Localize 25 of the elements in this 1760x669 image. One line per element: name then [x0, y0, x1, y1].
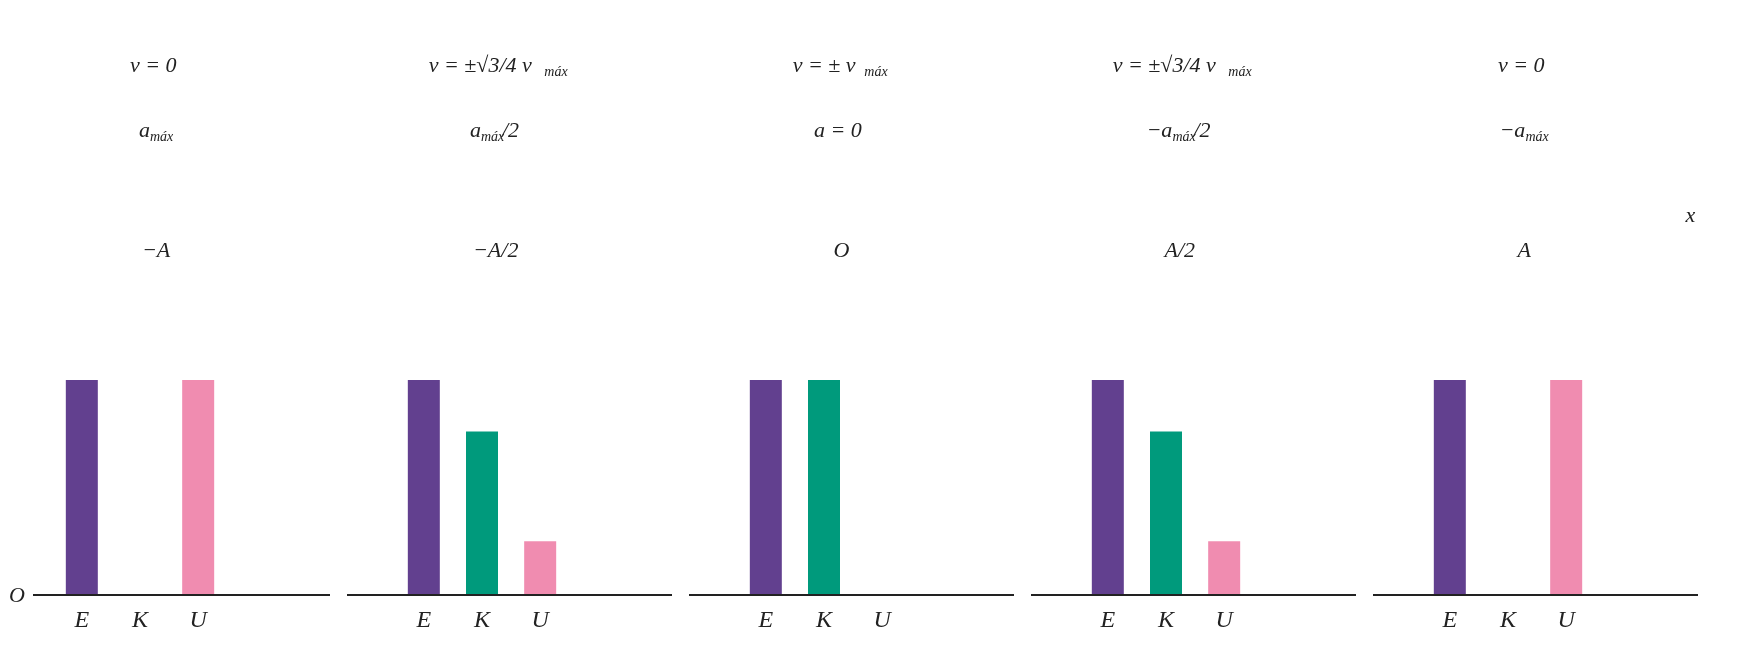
- x-tick-label: K: [472, 605, 492, 632]
- text: O: [833, 237, 850, 262]
- text: −A: [142, 237, 171, 262]
- text: v = 0: [1497, 52, 1545, 77]
- text: A/2: [1162, 237, 1196, 262]
- text: v = 0: [129, 52, 177, 77]
- text: A: [1515, 237, 1532, 262]
- x-tick-label: K: [1498, 605, 1518, 632]
- x-tick-label: K: [1156, 605, 1176, 632]
- x-tick-label: U: [1215, 605, 1235, 632]
- y-axis-title: O: [9, 582, 25, 607]
- x-tick-label: U: [189, 605, 209, 632]
- x-tick-label: U: [531, 605, 551, 632]
- x-tick-label: K: [814, 605, 834, 632]
- text: a = 0: [813, 117, 862, 142]
- x-tick-label: E: [1441, 605, 1458, 632]
- x-tick-label: E: [757, 605, 774, 632]
- x-tick-label: E: [415, 605, 432, 632]
- x-tick-label: E: [73, 605, 90, 632]
- text: −A/2: [473, 237, 519, 262]
- x-tick-label: U: [873, 605, 893, 632]
- x-tick-label: E: [1099, 605, 1116, 632]
- x-tick-label: K: [130, 605, 150, 632]
- x-tick-label: U: [1557, 605, 1577, 632]
- text: x: [1684, 202, 1696, 227]
